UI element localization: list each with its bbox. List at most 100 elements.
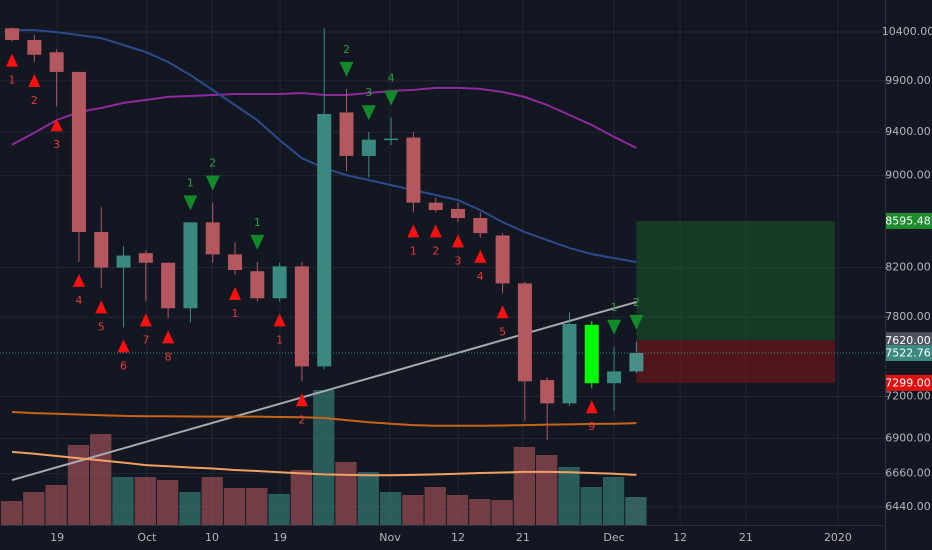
volume-bar	[201, 477, 223, 525]
sell-signal	[629, 314, 644, 330]
moving-average	[11, 301, 637, 482]
y-tick-label: 9900.00	[885, 74, 931, 87]
volume-bar	[446, 495, 469, 525]
buy-signal	[50, 118, 63, 132]
sell-signal-label: 4	[388, 72, 395, 85]
volume-bar	[112, 477, 134, 525]
candle-body	[540, 380, 555, 404]
x-tick-label: 21	[739, 531, 753, 544]
candle-body	[5, 28, 20, 41]
sell-signal	[339, 61, 354, 77]
volume-bar	[134, 477, 156, 525]
volume-bar	[67, 445, 90, 525]
volume-bar	[268, 494, 290, 525]
candle-body	[428, 202, 443, 211]
volume-bar	[313, 390, 335, 525]
volume-bar	[402, 495, 424, 525]
x-tick-label: 12	[451, 531, 465, 544]
volume-bar	[90, 434, 112, 525]
price-label-bg	[886, 212, 932, 229]
price-label-bg	[886, 332, 932, 349]
buy-signal-label: 5	[98, 320, 105, 333]
volume-bar	[357, 472, 379, 525]
buy-signal-label: 2	[298, 413, 305, 426]
x-tick-label: Dec	[603, 531, 624, 544]
volume-bar	[424, 487, 446, 525]
x-tick-label: 10	[205, 531, 219, 544]
sell-signal-label: 3	[365, 86, 372, 99]
buy-signal	[28, 74, 41, 88]
buy-signal-label: 1	[410, 244, 417, 257]
buy-signal-label: 2	[432, 244, 439, 257]
candle-body	[116, 255, 131, 268]
buy-signal-label: 1	[9, 74, 16, 87]
volume-bar	[602, 477, 625, 525]
y-tick-label: 6440.00	[885, 500, 931, 513]
volume-bar	[156, 480, 179, 525]
buy-signal	[295, 393, 308, 407]
candle-body	[317, 113, 332, 367]
candle-body	[584, 324, 599, 384]
sell-signal	[384, 90, 399, 106]
y-tick-label: 7200.00	[885, 389, 931, 402]
candle-body	[384, 138, 399, 141]
candle-body	[228, 254, 243, 270]
price-label-bg	[886, 374, 932, 391]
buy-signal	[585, 400, 598, 414]
volume-bar	[625, 497, 647, 525]
candle-body	[607, 371, 622, 384]
x-tick-label: 21	[516, 531, 530, 544]
x-tick-label: 19	[50, 531, 64, 544]
volume-bar	[558, 467, 580, 525]
candle-body	[473, 218, 488, 234]
y-tick-label: 10400.00	[882, 25, 932, 38]
buy-signal-label: 4	[75, 294, 82, 307]
x-tick-label: 2020	[824, 531, 852, 544]
candle-body	[450, 208, 465, 219]
candle-body	[629, 352, 644, 372]
y-tick-label: 6900.00	[885, 432, 931, 445]
buy-signal	[162, 330, 175, 344]
candle-body	[339, 112, 354, 156]
volume-bar	[335, 462, 357, 525]
sell-signal	[250, 234, 265, 250]
buy-signal-label: 9	[588, 420, 595, 433]
volume-bar	[580, 487, 602, 525]
price-label: 7620.00	[885, 334, 931, 347]
buy-signal-label: 8	[165, 350, 172, 363]
buy-signal-label: 1	[232, 307, 239, 320]
candle-body	[49, 52, 64, 72]
buy-signal	[139, 313, 152, 327]
buy-signal-label: 7	[142, 333, 149, 346]
x-tick-label: Oct	[137, 531, 157, 544]
volume-bar	[179, 492, 201, 525]
candle-body	[294, 266, 309, 367]
price-label: 8595.48	[885, 214, 931, 227]
candle-body	[562, 324, 577, 404]
y-tick-label: 7800.00	[885, 310, 931, 323]
buy-signal	[407, 224, 420, 238]
sell-signal-label: 1	[187, 176, 194, 189]
volume-bar	[379, 492, 402, 525]
y-tick-label: 6660.00	[885, 467, 931, 480]
price-label: 7522.76	[885, 346, 931, 359]
y-tick-label: 8200.00	[885, 261, 931, 274]
moving-average	[11, 450, 637, 477]
price-label: 7299.00	[885, 376, 931, 389]
buy-signal-label: 4	[477, 270, 484, 283]
x-tick-label: Nov	[379, 531, 401, 544]
buy-signal	[429, 224, 442, 238]
candle-body	[406, 137, 421, 203]
y-tick-label: 9400.00	[885, 125, 931, 138]
moving-average	[11, 411, 637, 427]
price-label-bg	[886, 344, 932, 361]
buy-signal	[117, 339, 130, 353]
candle-body	[71, 71, 86, 232]
volume-bar	[0, 501, 23, 525]
candle-body	[183, 222, 198, 309]
buy-signal-label: 3	[454, 254, 461, 267]
sell-signal-label: 1	[254, 216, 261, 229]
price-zone	[636, 220, 835, 341]
